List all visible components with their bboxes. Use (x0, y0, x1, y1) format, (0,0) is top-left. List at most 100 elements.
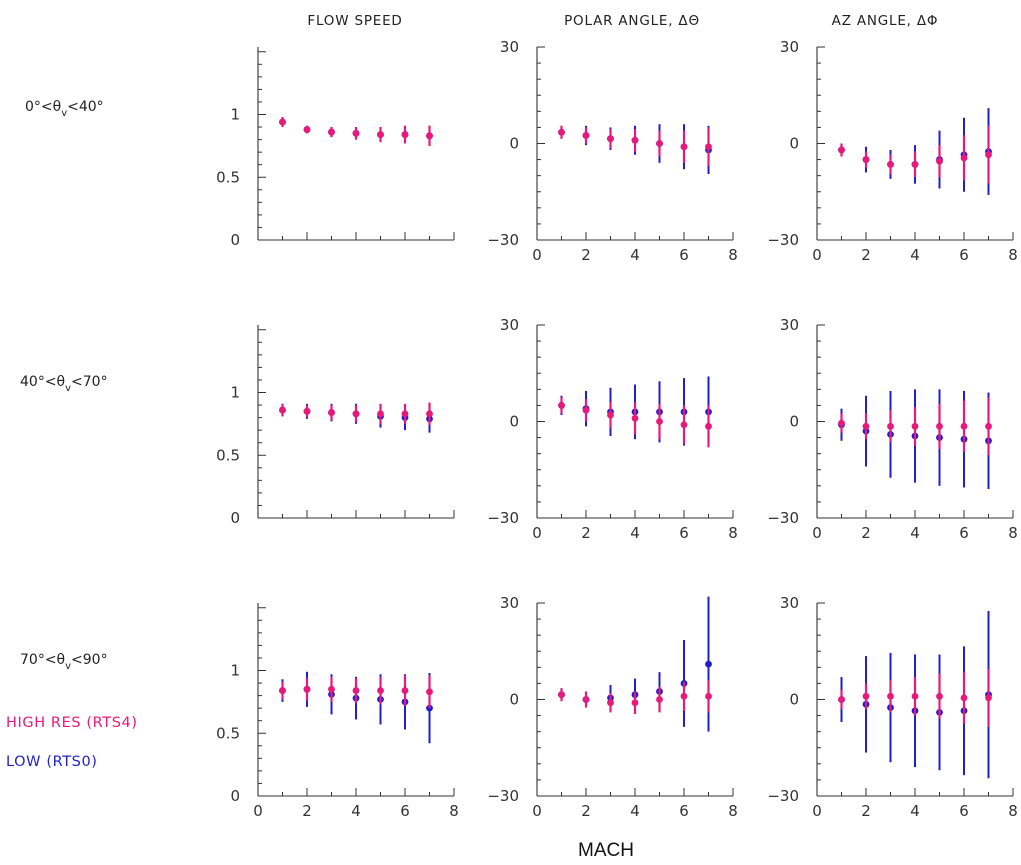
panel-r0-flow-speed: 00.51 (216, 47, 455, 249)
row-label-70-90: 70°<θv<90° (20, 652, 108, 672)
panel-r0-flow-speed-high-res-point (279, 118, 286, 126)
panel-r1-az-angle-high-res-point (960, 422, 968, 430)
panel-r0-az-angle-high-res-point (862, 156, 870, 163)
panel-r2-polar-angle-high-res-series (558, 680, 712, 714)
panel-r2-az-angle-x-tick-label: 0 (812, 802, 822, 820)
panel-r2-flow-speed-y-tick-label: 1 (230, 662, 240, 680)
panel-r1-flow-speed-high-res-point (328, 409, 335, 416)
panel-r1-polar-angle-high-res-point (558, 402, 565, 409)
panel-r0-az-angle: −30 0 30 0 2 4 6 8 (767, 38, 1017, 264)
panel-r1-polar-angle-x-tick-label: 2 (581, 524, 591, 542)
panel-r2-polar-angle-high-res-point (631, 699, 639, 707)
panel-r0-polar-angle-high-res-point (558, 128, 565, 136)
row-label-0-40-suffix: <40° (67, 99, 104, 115)
panel-r0-polar-angle-y-tick-label: 30 (500, 38, 519, 56)
panel-r1-flow-speed-high-res-point (377, 410, 384, 418)
panel-r2-flow-speed-x-tick-label: 0 (253, 802, 263, 820)
panel-r1-az-angle-x-tick-label: 0 (812, 524, 822, 542)
panel-r0-polar-angle-high-res-point (680, 143, 688, 151)
panel-r1-polar-angle-x-tick-label: 0 (532, 524, 542, 542)
panel-r2-polar-angle-high-res-point (582, 696, 590, 703)
panel-r1-az-angle-high-res-point (911, 422, 919, 430)
panel-r2-az-angle-high-res-point (936, 692, 943, 700)
panel-r2-flow-speed-x-tick-label: 2 (302, 802, 312, 820)
column-title-flow-speed: FLOW SPEED (307, 13, 402, 29)
panel-r2-az-angle-high-res-point (960, 694, 968, 702)
panel-r1-polar-angle-high-res-series (558, 397, 712, 448)
panel-r1-polar-angle-high-res-point (631, 414, 639, 422)
panel-r1-az-angle-high-res-point (887, 422, 894, 430)
panel-r0-az-angle-x-tick-label: 6 (959, 246, 969, 264)
panel-r1-flow-speed-high-res-point (279, 406, 286, 414)
panel-r1-az-angle-y-tick-label: −30 (767, 509, 799, 527)
panel-r0-flow-speed-high-res-point (401, 131, 409, 138)
panel-r1-polar-angle-high-res-point (607, 411, 614, 419)
panel-r2-az-angle: −30 0 30 0 2 4 6 8 (767, 594, 1017, 820)
panel-r1-flow-speed-high-res-point (401, 410, 409, 418)
panel-r1-az-angle-x-tick-label: 4 (910, 524, 920, 542)
panel-r0-az-angle-y-tick-label: 30 (780, 38, 799, 56)
panel-r1-az-angle-high-res-series (838, 397, 992, 456)
panel-r2-flow-speed-high-res-point (377, 687, 384, 694)
panel-r1-az-angle-high-res-point (838, 419, 845, 427)
panel-r2-az-angle-x-tick-label: 6 (959, 802, 969, 820)
panel-r2-flow-speed-high-res-series (279, 675, 433, 709)
panel-r2-polar-angle-high-res-point (680, 692, 688, 700)
panel-r2-polar-angle-x-tick-label: 8 (728, 802, 738, 820)
panel-r0-polar-angle-high-res-point (607, 135, 614, 143)
panel-r2-flow-speed-high-res-point (279, 687, 286, 694)
panel-r2-az-angle-high-res-point (887, 692, 894, 700)
panel-r2-polar-angle-y-tick-label: −30 (487, 787, 519, 805)
panel-r1-polar-angle-high-res-point (656, 418, 663, 425)
panel-r2-az-angle-high-res-point (911, 692, 919, 700)
row-labels: 0°<θv<40° 40°<θv<70° 70°<θv<90° (20, 99, 108, 672)
panel-r0-polar-angle-x-tick-label: 4 (630, 246, 640, 264)
panel-r1-az-angle-high-res-point (862, 422, 870, 430)
panel-r2-flow-speed-high-res-point (352, 687, 360, 694)
legend-low-res: LOW (RTS0) (6, 754, 98, 770)
panel-r2-flow-speed-x-tick-label: 4 (351, 802, 361, 820)
panel-r0-polar-angle: −30 0 30 0 2 4 6 8 (487, 38, 737, 264)
panel-r1-az-angle-high-res-point (936, 422, 943, 430)
panel-r0-polar-angle-high-res-point (656, 140, 663, 147)
panel-r2-flow-speed-x-tick-label: 8 (449, 802, 459, 820)
legend-high-res: HIGH RES (RTS4) (6, 715, 138, 731)
panel-r2-flow-speed-y-tick-label: 0.5 (216, 724, 240, 742)
panel-r1-polar-angle-high-res-point (582, 406, 590, 414)
panel-r2-az-angle-high-res-series (838, 668, 992, 727)
row-label-70-90-prefix: 70°<θ (20, 652, 65, 668)
panel-r2-polar-angle-y-tick-label: 30 (500, 594, 519, 612)
panel-r2-polar-angle-high-res-point (558, 691, 565, 699)
panel-r1-flow-speed-y-tick-label: 0 (230, 509, 240, 527)
panel-r2-az-angle-x-tick-label: 2 (861, 802, 871, 820)
panel-r0-az-angle-high-res-point (838, 146, 845, 154)
panel-r1-polar-angle-high-res-point (705, 422, 712, 430)
panel-r0-az-angle-x-tick-label: 0 (812, 246, 822, 264)
panel-r2-polar-angle-x-tick-label: 4 (630, 802, 640, 820)
panel-r1-flow-speed: 00.51 (216, 325, 455, 527)
panel-r2-polar-angle-high-res-point (607, 699, 614, 707)
panel-r1-polar-angle-x-tick-label: 4 (630, 524, 640, 542)
panel-r1-polar-angle-y-tick-label: 0 (509, 413, 519, 431)
panel-r0-az-angle-high-res-point (887, 161, 894, 168)
column-titles: FLOW SPEED POLAR ANGLE, ΔΘ AZ ANGLE, ΔΦ (307, 13, 937, 29)
panel-r0-flow-speed-high-res-point (377, 131, 384, 138)
panel-r1-az-angle: −30 0 30 0 2 4 6 8 (767, 316, 1017, 542)
panel-r1-flow-speed-high-res-point (352, 410, 360, 418)
panel-r1-az-angle-y-tick-label: 30 (780, 316, 799, 334)
panel-r1-polar-angle-x-tick-label: 8 (728, 524, 738, 542)
panel-r2-polar-angle-high-res-point (656, 696, 663, 703)
panel-r2-az-angle-high-res-point (862, 692, 870, 700)
panel-r0-az-angle-x-tick-label: 4 (910, 246, 920, 264)
panel-r2-az-angle-y-tick-label: −30 (767, 787, 799, 805)
panel-r0-az-angle-high-res-series (838, 125, 992, 184)
panel-r1-polar-angle-y-tick-label: 30 (500, 316, 519, 334)
panel-r0-flow-speed-high-res-point (352, 129, 360, 137)
panel-r1-flow-speed-high-res-point (303, 407, 311, 415)
row-label-40-70-prefix: 40°<θ (20, 374, 65, 390)
panel-r1-flow-speed-high-res-point (426, 410, 433, 418)
row-label-70-90-suffix: <90° (71, 652, 108, 668)
panel-r0-az-angle-high-res-point (985, 151, 992, 159)
